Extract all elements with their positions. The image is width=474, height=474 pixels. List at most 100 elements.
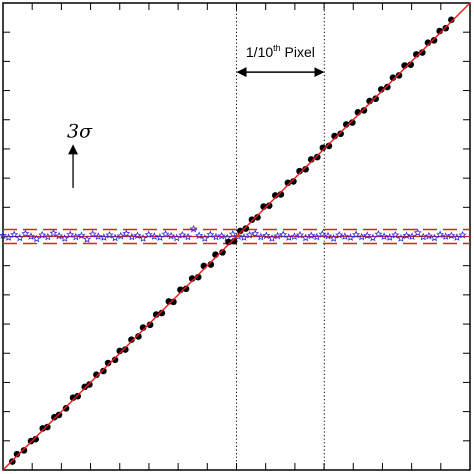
data-point xyxy=(158,309,166,317)
pixel-label-tail: Pixel xyxy=(281,44,315,60)
residual-point xyxy=(251,229,260,238)
residual-point xyxy=(239,233,249,241)
data-point xyxy=(104,359,112,367)
data-point xyxy=(360,107,368,114)
residual-point xyxy=(122,229,131,238)
data-point xyxy=(384,83,391,91)
data-point xyxy=(20,447,28,454)
residual-point xyxy=(127,232,136,241)
residual-point xyxy=(458,230,467,239)
residual-point xyxy=(346,233,355,241)
residual-point xyxy=(436,230,445,239)
residual-point xyxy=(368,233,377,242)
residual-point xyxy=(111,233,120,242)
residual-point xyxy=(228,229,237,238)
residual-point xyxy=(267,234,277,242)
residual-point xyxy=(139,234,148,242)
residual-point xyxy=(329,234,338,242)
residual-point xyxy=(374,229,383,238)
residual-point xyxy=(402,231,411,239)
data-point xyxy=(242,225,250,232)
residual-point xyxy=(26,232,36,240)
residual-point xyxy=(363,231,372,239)
residual-point xyxy=(116,231,125,240)
data-point xyxy=(248,216,256,223)
data-point xyxy=(93,371,100,379)
residual-point xyxy=(413,228,422,237)
data-point xyxy=(111,356,119,364)
data-point xyxy=(32,435,39,443)
data-point xyxy=(13,450,21,458)
data-point xyxy=(325,142,333,150)
residual-point xyxy=(391,230,400,239)
data-point xyxy=(62,405,70,412)
pixel-label-sup: th xyxy=(273,43,281,53)
residual-point xyxy=(88,229,97,238)
residual-point xyxy=(77,231,86,239)
residual-point xyxy=(10,230,19,239)
residual-point xyxy=(83,235,92,243)
pixel-label: 1/10th Pixel xyxy=(246,43,315,60)
residual-series xyxy=(0,224,467,243)
residual-point xyxy=(396,234,405,242)
residual-point xyxy=(262,231,271,239)
residual-point xyxy=(234,232,243,240)
residual-point xyxy=(340,232,349,240)
pixel-guides xyxy=(236,3,325,470)
residual-point xyxy=(133,231,142,239)
data-point xyxy=(146,321,154,329)
data-point xyxy=(290,178,297,185)
fit-line-layer xyxy=(2,2,471,471)
residual-point xyxy=(424,231,433,240)
pixel-label-main: 1/10 xyxy=(246,44,273,60)
residual-point xyxy=(279,230,288,239)
residual-point xyxy=(335,230,344,239)
residual-point xyxy=(408,232,417,240)
residual-point xyxy=(105,230,114,239)
residual-point xyxy=(273,231,282,240)
data-point xyxy=(128,336,135,344)
residual-point xyxy=(211,232,220,241)
residual-point xyxy=(94,232,103,240)
data-point xyxy=(372,95,379,103)
data-point xyxy=(349,119,356,126)
residual-point xyxy=(295,230,305,239)
residual-point xyxy=(99,233,108,241)
residual-point xyxy=(49,228,58,237)
residual-point xyxy=(385,233,394,241)
fit-line xyxy=(2,2,471,471)
residual-point xyxy=(189,224,198,233)
residual-point xyxy=(256,232,265,241)
residual-point xyxy=(217,231,226,240)
residual-point xyxy=(55,231,64,240)
residual-point xyxy=(144,230,153,239)
data-point xyxy=(395,72,403,79)
residual-point xyxy=(4,233,13,241)
residual-point xyxy=(183,232,192,241)
residual-point xyxy=(167,231,176,240)
data-point xyxy=(265,202,273,209)
residual-point xyxy=(447,231,456,239)
residual-point xyxy=(430,233,439,242)
residual-point xyxy=(155,233,164,241)
residual-point xyxy=(324,231,333,240)
residual-point xyxy=(441,232,450,240)
residual-point xyxy=(307,231,316,239)
residual-point xyxy=(206,230,215,239)
data-point xyxy=(100,367,107,375)
residual-point xyxy=(312,232,321,241)
data-point xyxy=(44,423,51,431)
data-point xyxy=(430,37,438,44)
residual-point xyxy=(66,230,75,239)
residual-point xyxy=(38,230,47,239)
data-point xyxy=(419,49,426,56)
residual-point xyxy=(172,233,181,242)
data-point xyxy=(337,130,344,138)
residual-point xyxy=(284,233,293,241)
sigma-label: 3σ xyxy=(67,120,93,142)
annotations: 1/10th Pixel 3σ xyxy=(67,43,325,188)
residual-point xyxy=(357,232,366,241)
residual-point xyxy=(200,234,209,242)
data-point xyxy=(122,346,129,353)
residual-point xyxy=(0,231,8,239)
